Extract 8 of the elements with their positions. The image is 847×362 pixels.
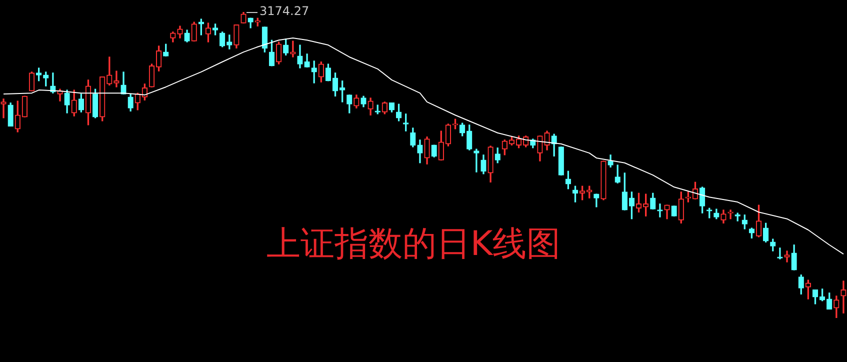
candlestick	[114, 70, 120, 88]
annotation: 3174.27	[260, 4, 310, 18]
candlestick	[777, 248, 783, 260]
candlestick	[474, 148, 480, 172]
text: 上证指数的日K线图	[265, 224, 562, 264]
candlestick	[784, 250, 790, 262]
candlestick	[290, 40, 296, 58]
candlestick	[728, 210, 734, 220]
